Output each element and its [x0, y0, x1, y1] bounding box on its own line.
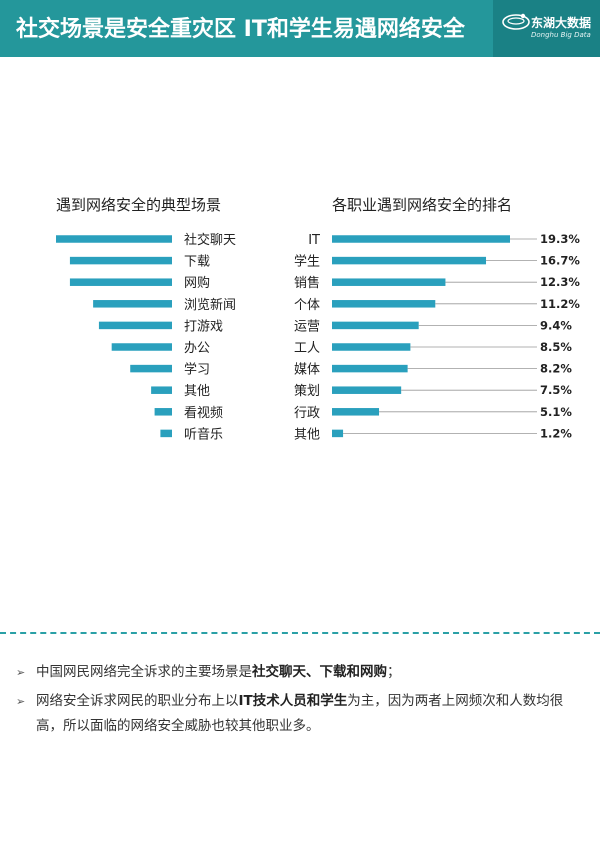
bar [332, 256, 487, 265]
note-item: ➢ 中国网民网络完全诉求的主要场景是社交聊天、下载和网购； [14, 660, 586, 685]
bar [332, 278, 446, 286]
page-title: 社交场景是安全重灾区 IT和学生易遇网络安全 [16, 17, 465, 42]
note-highlight: IT技术人员和学生 [238, 693, 348, 709]
bar [69, 256, 172, 265]
bar [93, 300, 172, 308]
category-label: 办公 [184, 341, 210, 356]
bar [332, 235, 510, 243]
arrow-bullet-icon: ➢ [16, 695, 26, 708]
chart-title-occupations: 各职业遇到网络安全的排名 [332, 196, 513, 214]
bar [332, 429, 344, 438]
arrow-bullet-icon: ➢ [16, 666, 26, 679]
data-label: 11.2% [540, 297, 580, 311]
bar [98, 321, 172, 330]
bar [151, 386, 172, 394]
bar [154, 408, 172, 416]
category-label: 其他 [294, 427, 320, 442]
data-label: 12.3% [540, 275, 580, 289]
bar [160, 429, 172, 438]
data-label: 19.3% [540, 232, 580, 246]
category-label: 媒体 [294, 363, 320, 378]
category-label: 销售 [294, 275, 320, 291]
note-item: ➢ 网络安全诉求网民的职业分布上以IT技术人员和学生为主，因为两者上网频次和人数均… [14, 689, 586, 739]
data-label: 8.2% [540, 362, 572, 376]
category-label: 其他 [184, 384, 210, 399]
data-label: 1.2% [540, 426, 572, 440]
category-label: 打游戏 [184, 319, 223, 334]
summary-notes: ➢ 中国网民网络完全诉求的主要场景是社交聊天、下载和网购； ➢ 网络安全诉求网民的职… [14, 660, 586, 743]
bar [56, 235, 172, 243]
category-label: 工人 [294, 341, 320, 356]
bar [332, 364, 408, 373]
cloud-logo-icon [502, 13, 530, 30]
bar [332, 343, 411, 351]
data-label: 7.5% [540, 383, 572, 397]
category-label: IT [308, 233, 320, 248]
occupation-bar-chart: IT 19.3% 学生 16.7% 销售 12.3% 个体 11.2% 运营 9.4% 工人 8.5%… [294, 232, 580, 442]
category-label: 个体 [294, 298, 320, 313]
category-label: 社交聊天 [184, 232, 236, 248]
bar [130, 364, 172, 373]
category-label: 听音乐 [184, 426, 223, 442]
dashed-divider [0, 632, 600, 634]
category-label: 看视频 [184, 405, 223, 421]
category-label: 策划 [294, 383, 320, 399]
bar [332, 408, 380, 416]
category-label: 学生 [294, 254, 320, 270]
category-label: 网购 [184, 275, 210, 291]
data-label: 8.5% [540, 340, 572, 354]
bar [332, 300, 436, 308]
data-label: 16.7% [540, 254, 580, 268]
header-banner: 社交场景是安全重灾区 IT和学生易遇网络安全 东湖大数据 Donghu Big … [0, 0, 600, 57]
bar [111, 343, 172, 351]
logo-subtext: Donghu Big Data [531, 31, 591, 39]
category-label: 行政 [294, 406, 320, 421]
bar [69, 278, 172, 286]
data-label: 9.4% [540, 318, 572, 332]
category-label: 浏览新闻 [184, 297, 236, 313]
logo-text: 东湖大数据 [531, 16, 592, 30]
category-label: 学习 [184, 362, 210, 378]
chart-title-scenarios: 遇到网络安全的典型场景 [56, 196, 222, 214]
bar [332, 386, 402, 394]
category-label: 下载 [184, 255, 210, 270]
bar [332, 321, 419, 330]
note-highlight: 社交聊天、下载和网购 [252, 664, 387, 680]
logo: 东湖大数据 Donghu Big Data [493, 0, 600, 57]
category-label: 运营 [294, 319, 320, 334]
data-label: 5.1% [540, 405, 572, 419]
